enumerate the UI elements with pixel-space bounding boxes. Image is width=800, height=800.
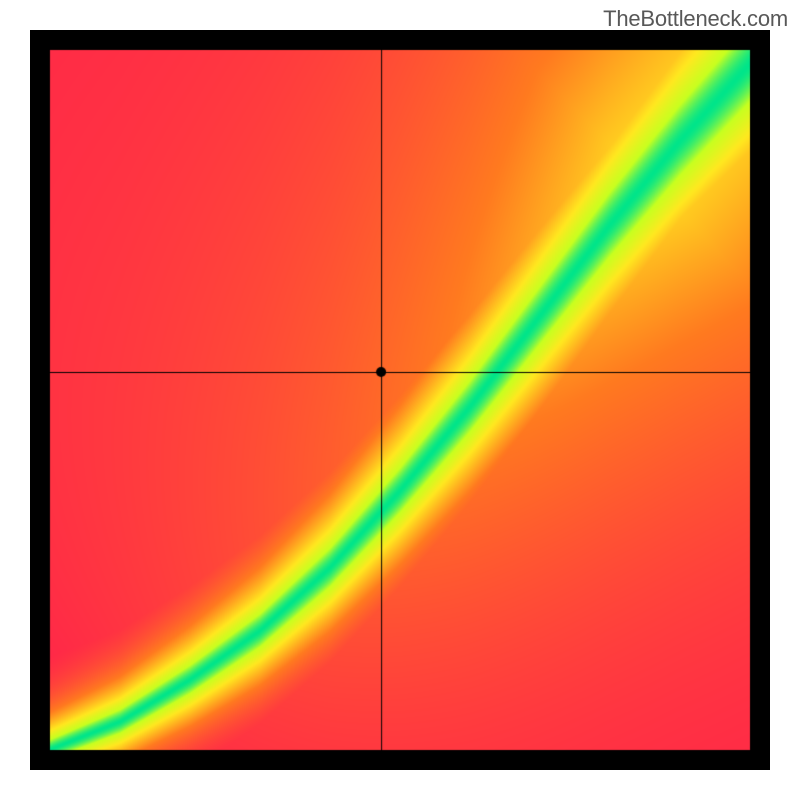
chart-frame: [30, 30, 770, 770]
chart-container: { "watermark": { "text": "TheBottleneck.…: [0, 0, 800, 800]
heatmap-canvas: [30, 30, 770, 770]
watermark-text: TheBottleneck.com: [603, 6, 788, 32]
